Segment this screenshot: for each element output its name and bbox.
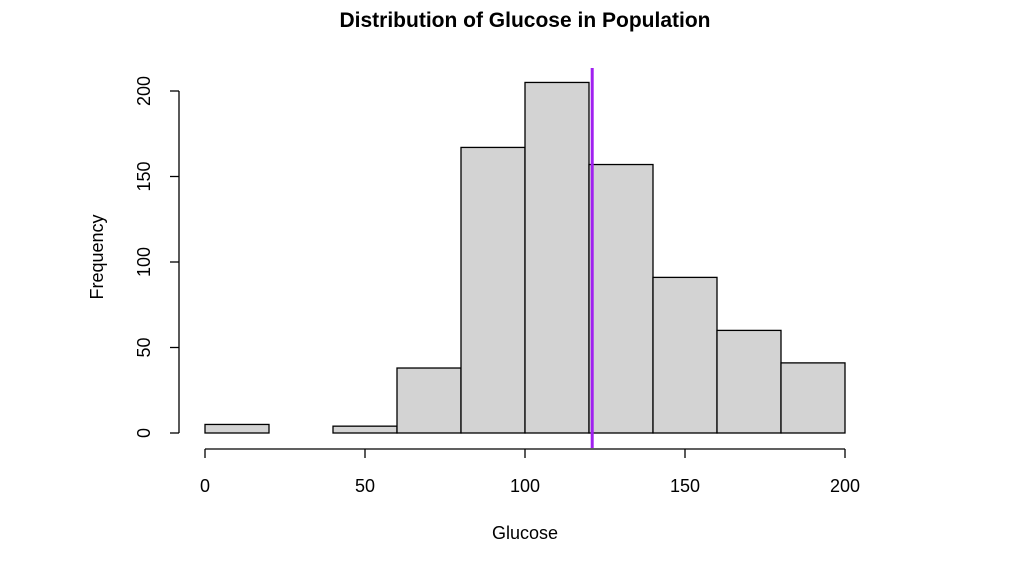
bars-group bbox=[204, 81, 846, 434]
histogram-bar-180-200 bbox=[780, 362, 846, 434]
y-tick-label: 100 bbox=[134, 247, 154, 277]
x-tick-label: 150 bbox=[670, 476, 700, 496]
y-axis: 0 50 100 150 200 bbox=[134, 76, 180, 438]
x-tick-label: 0 bbox=[200, 476, 210, 496]
chart-title: Distribution of Glucose in Population bbox=[340, 9, 711, 32]
histogram-bar-0-20 bbox=[204, 423, 270, 434]
histogram-bar-120-140 bbox=[588, 163, 654, 434]
y-tick-label: 200 bbox=[134, 76, 154, 106]
histogram-bar-140-160 bbox=[652, 276, 718, 434]
y-axis-label: Frequency bbox=[87, 214, 107, 299]
histogram-bar-100-120 bbox=[524, 81, 590, 434]
x-tick-label: 50 bbox=[355, 476, 375, 496]
histogram-bar-40-60 bbox=[332, 425, 398, 434]
y-tick-label: 150 bbox=[134, 161, 154, 191]
histogram-bar-80-100 bbox=[460, 146, 526, 434]
x-tick-label: 200 bbox=[830, 476, 860, 496]
y-tick-label: 0 bbox=[134, 428, 154, 438]
x-tick-label: 100 bbox=[510, 476, 540, 496]
histogram-bar-60-80 bbox=[396, 367, 462, 434]
y-tick-label: 50 bbox=[134, 337, 154, 357]
x-axis: 0 50 100 150 200 bbox=[200, 448, 860, 496]
histogram-bar-160-180 bbox=[716, 329, 782, 434]
x-axis-label: Glucose bbox=[492, 523, 558, 543]
